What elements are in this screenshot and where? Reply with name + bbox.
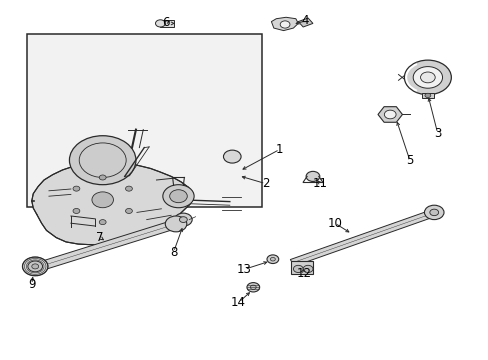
Polygon shape	[32, 161, 193, 245]
Circle shape	[125, 208, 132, 213]
Text: 10: 10	[327, 217, 342, 230]
Circle shape	[99, 175, 106, 180]
Circle shape	[28, 261, 42, 272]
Circle shape	[169, 190, 187, 203]
Circle shape	[250, 285, 256, 289]
Circle shape	[246, 283, 259, 292]
Bar	[421, 93, 433, 98]
Circle shape	[163, 185, 194, 208]
Text: 4: 4	[301, 14, 309, 27]
Polygon shape	[271, 17, 298, 31]
Text: 1: 1	[275, 143, 283, 156]
Bar	[160, 20, 174, 27]
Circle shape	[69, 136, 136, 185]
Circle shape	[303, 265, 312, 273]
Polygon shape	[38, 219, 181, 270]
Circle shape	[424, 205, 443, 220]
Bar	[27, 34, 261, 207]
Circle shape	[179, 217, 187, 222]
Text: 9: 9	[28, 278, 36, 291]
Circle shape	[420, 72, 434, 83]
Circle shape	[384, 110, 395, 119]
Polygon shape	[298, 18, 312, 27]
Text: 6: 6	[162, 16, 170, 29]
Circle shape	[73, 186, 80, 191]
Circle shape	[165, 216, 186, 232]
Text: 7: 7	[96, 231, 104, 244]
Polygon shape	[377, 107, 402, 122]
Text: 11: 11	[312, 177, 327, 190]
Circle shape	[412, 67, 442, 88]
Circle shape	[266, 255, 278, 264]
Bar	[290, 261, 312, 274]
Circle shape	[429, 209, 438, 216]
Text: 13: 13	[237, 263, 251, 276]
Text: 5: 5	[405, 154, 413, 167]
Circle shape	[99, 220, 106, 225]
Text: 8: 8	[169, 246, 177, 258]
Circle shape	[223, 150, 241, 163]
Circle shape	[125, 186, 132, 191]
Circle shape	[424, 93, 430, 98]
Circle shape	[32, 264, 39, 269]
Text: 14: 14	[231, 296, 245, 309]
Circle shape	[92, 192, 113, 208]
Circle shape	[155, 20, 165, 27]
Circle shape	[404, 60, 450, 95]
Circle shape	[280, 21, 289, 28]
Circle shape	[270, 257, 275, 261]
Text: 2: 2	[261, 177, 269, 190]
Circle shape	[174, 213, 192, 226]
Circle shape	[73, 208, 80, 213]
Polygon shape	[290, 211, 431, 266]
Circle shape	[22, 257, 48, 276]
Text: 12: 12	[296, 267, 311, 280]
Text: 3: 3	[433, 127, 441, 140]
Circle shape	[293, 265, 303, 273]
Circle shape	[305, 171, 319, 181]
